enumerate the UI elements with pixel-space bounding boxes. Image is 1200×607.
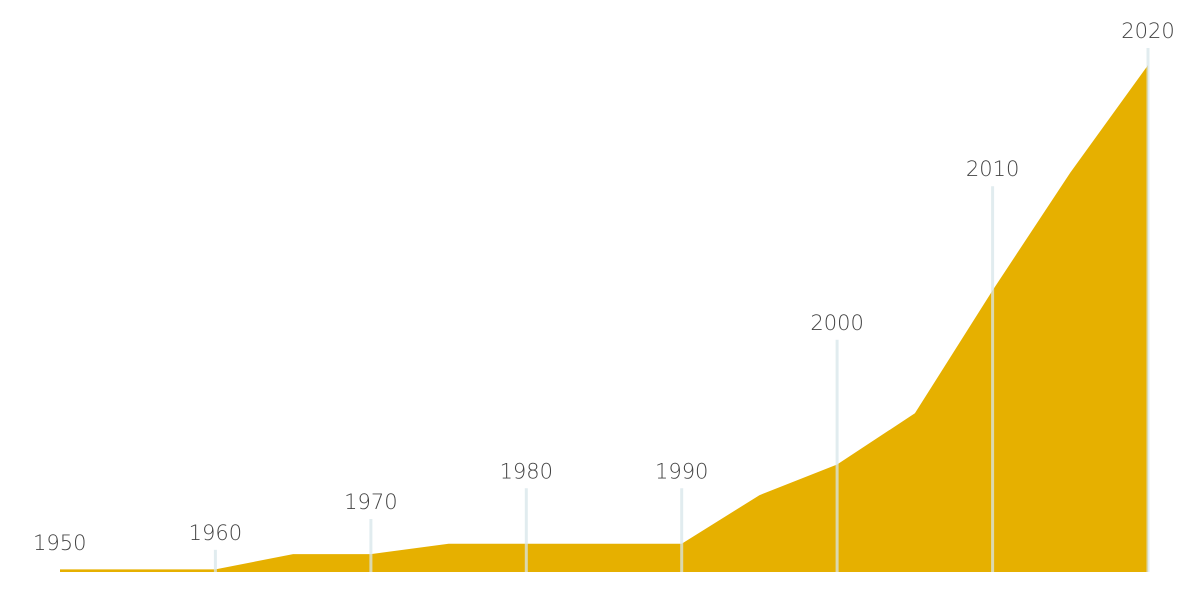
year-label: 1950	[33, 531, 86, 555]
year-label: 2000	[810, 311, 863, 335]
year-label: 1970	[344, 490, 397, 514]
year-label: 1980	[500, 459, 553, 483]
year-marker-layer	[213, 48, 1150, 572]
year-label: 2020	[1121, 19, 1174, 43]
year-label: 1990	[655, 459, 708, 483]
year-label: 1960	[189, 521, 242, 545]
area-series	[60, 65, 1148, 572]
year-label: 2010	[966, 157, 1019, 181]
area-layer	[60, 65, 1148, 572]
year-label-layer: 1950 1960 1970 1980 1990 2000 2010 2020	[33, 19, 1175, 555]
